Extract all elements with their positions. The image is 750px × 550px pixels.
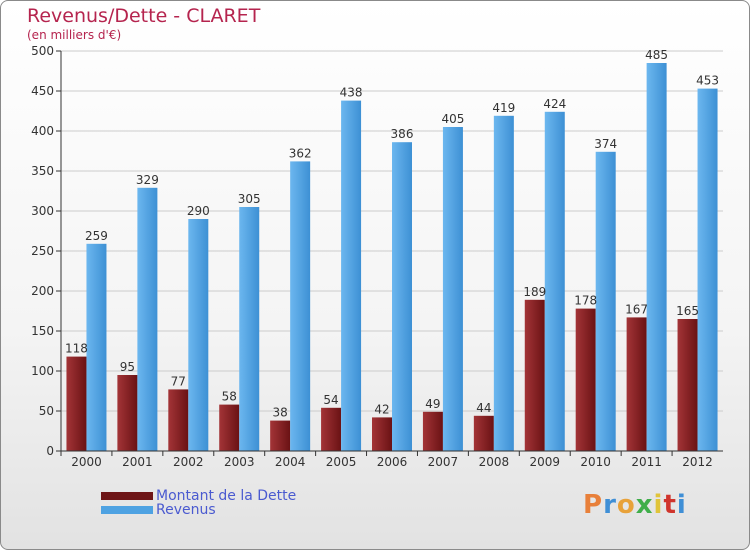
y-tick-label: 350 [31,164,54,178]
bar-dette [66,356,87,451]
bar-dette [270,420,291,451]
logo-letter: x [635,490,654,520]
bar-dette [117,375,138,451]
bar-revenus [493,115,514,452]
bar-dette [219,404,240,451]
bar-revenus [341,100,362,451]
data-label-revenus: 419 [492,101,515,115]
x-tick-label: 2009 [529,455,560,469]
data-label-dette: 42 [374,402,389,416]
bar-revenus [544,111,565,452]
legend-swatch-revenus [101,506,153,514]
chart-title: Revenus/Dette - CLARET [27,5,261,27]
bar-dette [575,308,596,451]
y-tick-label: 400 [31,124,54,138]
y-tick-label: 100 [31,364,54,378]
legend-item-dette: Montant de la Dette [101,488,296,504]
bar-revenus [646,63,667,451]
bar-revenus [86,243,107,451]
y-tick-label: 250 [31,244,54,258]
y-tick-label: 0 [46,444,54,458]
legend-label-revenus: Revenus [156,502,216,518]
data-label-dette: 165 [676,304,699,318]
x-tick-label: 2001 [122,455,153,469]
logo-letter: P [583,490,604,520]
data-label-dette: 58 [222,390,237,404]
y-tick-label: 150 [31,324,54,338]
data-label-revenus: 386 [391,127,414,141]
logo-letter: i [653,490,664,520]
x-tick-label: 2006 [377,455,408,469]
logo-letter: o [616,490,636,520]
data-label-revenus: 453 [696,74,719,88]
data-label-dette: 77 [171,374,186,388]
y-tick-label: 200 [31,284,54,298]
x-tick-label: 2010 [580,455,611,469]
logo-letter: r [603,490,617,520]
bar-revenus [697,88,718,451]
data-label-revenus: 329 [136,173,159,187]
legend-item-revenus: Revenus [101,502,216,518]
data-label-revenus: 438 [340,86,363,100]
data-label-revenus: 362 [289,146,312,160]
bar-dette [473,415,494,451]
y-tick-label: 300 [31,204,54,218]
bar-revenus [442,127,463,451]
bar-dette [626,317,647,451]
chart-subtitle: (en milliers d'€) [27,28,122,42]
y-tick-label: 450 [31,84,54,98]
data-label-revenus: 374 [594,137,617,151]
data-label-dette: 118 [65,342,88,356]
data-label-dette: 38 [273,406,288,420]
data-label-dette: 189 [523,285,546,299]
data-label-revenus: 405 [441,112,464,126]
bar-revenus [137,187,158,452]
bar-revenus [595,151,616,452]
x-tick-label: 2004 [275,455,306,469]
logo-letter: t [663,490,677,520]
bar-dette [524,299,545,451]
proxiti-logo: Proxiti [583,490,687,520]
data-label-dette: 95 [120,360,135,374]
x-tick-label: 2008 [479,455,510,469]
y-tick-label: 500 [31,44,54,58]
x-tick-label: 2007 [428,455,459,469]
x-tick-label: 2003 [224,455,255,469]
data-label-revenus: 424 [543,97,566,111]
data-label-revenus: 485 [645,48,668,62]
bar-revenus [290,161,311,451]
bar-revenus [392,142,412,451]
data-label-dette: 49 [425,397,440,411]
bar-dette [168,389,189,451]
bar-dette [422,411,443,451]
bar-revenus [239,207,260,451]
data-label-dette: 167 [625,302,648,316]
bar-dette [372,417,392,451]
data-label-revenus: 290 [187,204,210,218]
data-label-revenus: 259 [85,229,108,243]
x-tick-label: 2005 [326,455,357,469]
legend-label-dette: Montant de la Dette [156,488,297,504]
logo-letter: i [676,490,687,520]
bar-dette [677,319,698,451]
legend-swatch-dette [101,492,153,500]
x-tick-label: 2011 [631,455,662,469]
bar-revenus [188,219,209,451]
data-label-dette: 54 [323,393,338,407]
x-tick-label: 2000 [71,455,102,469]
data-label-revenus: 305 [238,192,261,206]
y-tick-label: 50 [39,404,54,418]
data-label-dette: 44 [476,401,491,415]
x-tick-label: 2002 [173,455,204,469]
bar-dette [321,407,342,451]
data-label-dette: 178 [574,294,597,308]
x-tick-label: 2012 [682,455,713,469]
